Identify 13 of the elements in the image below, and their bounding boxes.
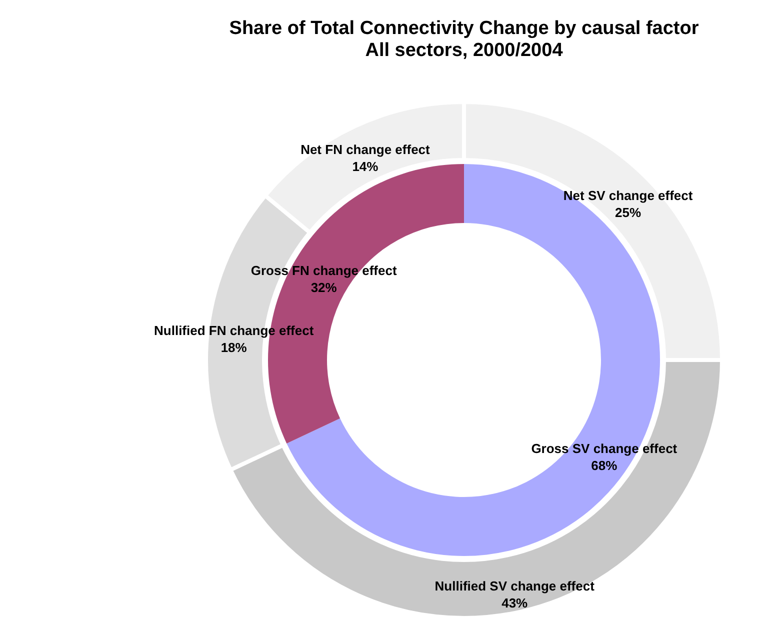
- data-label: 14%: [352, 159, 379, 174]
- slice-label: Net SV change effect: [563, 188, 694, 203]
- slice-label: Nullified SV change effect: [434, 578, 596, 594]
- data-label: 68%: [591, 458, 618, 473]
- slice-label: Net FN change effect: [300, 142, 431, 158]
- data-label: 18%: [220, 340, 248, 355]
- data-label: 32%: [310, 280, 338, 296]
- slice-label: Gross SV change effect: [531, 440, 678, 456]
- data-label: 43%: [502, 595, 528, 610]
- slice-label: Gross FN change effect: [250, 263, 398, 278]
- chart-title: Share of Total Connectivity Change by causal factor: [229, 18, 700, 39]
- chart-subtitle: All sectors, 2000/2004: [365, 40, 564, 61]
- data-label: 25%: [615, 204, 642, 220]
